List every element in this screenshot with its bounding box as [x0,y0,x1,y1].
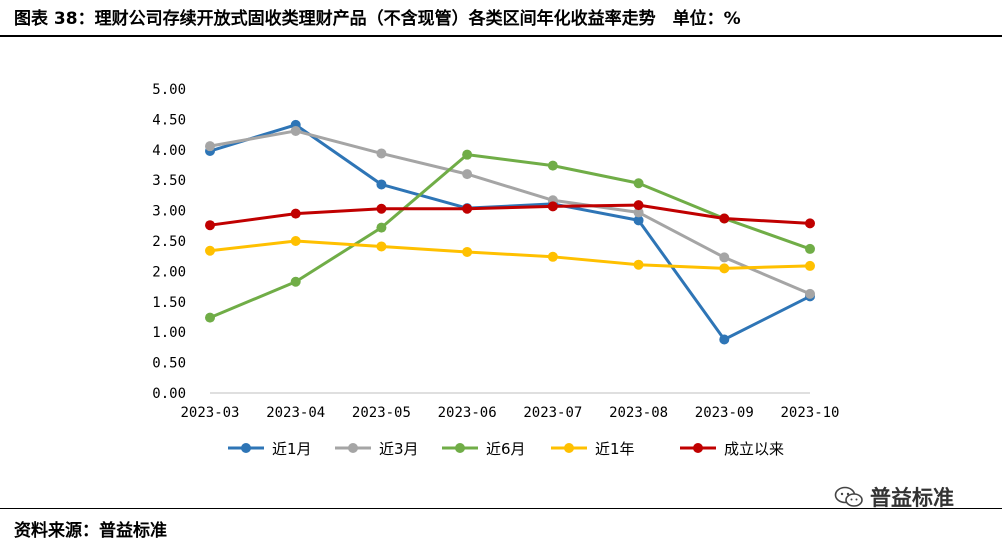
y-tick-label: 3.00 [152,204,186,220]
data-point [376,203,387,214]
series-line [209,123,811,341]
top-rule [0,35,1002,37]
data-point [290,236,301,246]
y-tick-label: 1.00 [152,325,186,341]
data-point [376,222,387,233]
series-line [209,239,811,270]
data-point [633,207,644,218]
data-point [290,276,301,287]
chart-title: 图表 38：理财公司存续开放式固收类理财产品（不含现管）各类区间年化收益率走势 … [14,9,741,29]
data-point [633,178,644,189]
data-point [805,243,815,254]
y-tick-label: 1.50 [152,295,186,311]
legend-label: 近3月 [379,440,419,458]
y-tick-label: 0.00 [152,386,186,402]
data-point [290,208,301,219]
y-tick-label: 3.50 [152,173,186,189]
legend-swatch-marker [455,443,465,453]
watermark-text: 普益标准 [870,486,954,510]
series-5 [205,200,815,231]
legend-swatch-marker [348,443,358,453]
data-point [205,312,215,323]
data-point [462,246,473,257]
x-tick-label: 2023-03 [180,405,239,421]
series-line [209,129,811,296]
data-point [719,263,730,274]
data-point [805,260,815,271]
x-tick-label: 2023-06 [438,405,497,421]
x-tick-label: 2023-09 [695,405,754,421]
x-tick-label: 2023-05 [352,405,411,421]
data-point [547,160,558,171]
chart-legend: 近1月 近3月 近6月 近1年 成立以来 [228,440,784,458]
x-tick-label: 2023-08 [609,405,668,421]
y-tick-label: 2.50 [152,234,186,250]
data-point [205,220,215,231]
data-point [290,125,301,136]
data-point [719,213,730,224]
data-point [205,141,215,152]
data-point [547,251,558,262]
watermark: 普益标准 [834,482,954,512]
legend-label: 近1年 [595,440,635,458]
data-point [462,203,473,214]
data-point [719,334,730,345]
data-point [376,179,387,190]
series-1 [205,119,815,345]
series-4 [205,236,815,274]
y-tick-label: 5.00 [152,82,186,98]
data-point [376,241,387,252]
x-tick-label: 2023-07 [523,405,582,421]
x-tick-label: 2023-10 [780,405,839,421]
y-tick-label: 0.50 [152,356,186,372]
data-point [633,200,644,211]
bottom-rule [0,508,1002,509]
legend-label: 近1月 [272,440,312,458]
y-tick-label: 4.50 [152,112,186,128]
legend-item: 近1月 [228,440,312,458]
source-note: 资料来源：普益标准 [14,521,167,541]
data-point [462,149,473,160]
legend-swatch-marker [564,443,574,453]
series-line [209,203,811,227]
data-point [376,148,387,159]
data-point [719,252,730,263]
legend-item: 近6月 [442,440,526,458]
line-chart: 0.00 0.50 1.00 1.50 2.00 2.50 3.00 3.50 4.00 4.50… [152,82,839,458]
data-point [805,218,815,229]
legend-item: 成立以来 [680,440,784,458]
series-line [209,153,811,319]
data-point [462,169,473,180]
y-tick-label: 2.00 [152,264,186,280]
data-point [633,215,644,226]
x-tick-label: 2023-04 [266,405,325,421]
legend-swatch-marker [693,443,703,453]
chart-axes: 0.00 0.50 1.00 1.50 2.00 2.50 3.00 3.50 4.00 4.50… [152,82,839,421]
wechat-icon [834,486,863,507]
data-point [633,259,644,270]
legend-label: 成立以来 [724,440,784,458]
y-tick-label: 4.00 [152,143,186,159]
data-point [547,201,558,212]
legend-label: 近6月 [486,440,526,458]
legend-item: 近3月 [335,440,419,458]
chart-series [205,119,815,345]
data-point [205,245,215,256]
legend-swatch-marker [241,443,251,453]
data-point [805,288,815,299]
legend-item: 近1年 [551,440,635,458]
